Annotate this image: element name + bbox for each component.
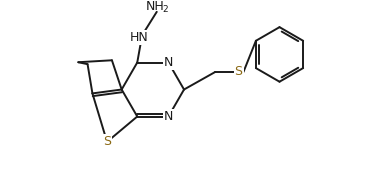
Text: S: S — [235, 65, 243, 78]
Text: N: N — [164, 56, 173, 69]
Text: HN: HN — [130, 31, 149, 44]
Text: NH: NH — [145, 1, 164, 14]
Text: S: S — [103, 135, 111, 148]
Text: 2: 2 — [163, 5, 168, 14]
Text: N: N — [164, 110, 173, 123]
